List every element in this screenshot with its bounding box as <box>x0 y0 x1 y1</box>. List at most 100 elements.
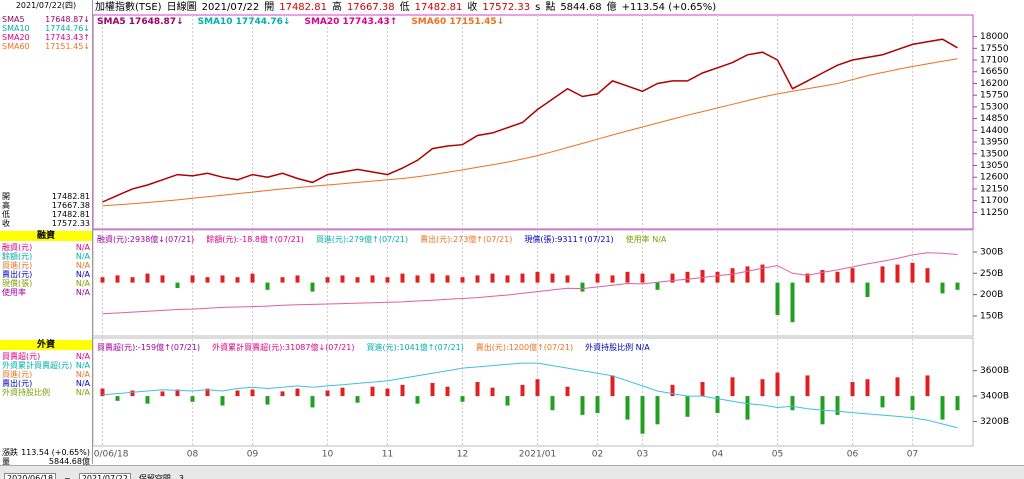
row-value: N/A <box>75 270 90 279</box>
bar <box>700 382 705 397</box>
bar <box>445 386 450 397</box>
header-item: 收 <box>467 2 478 13</box>
header-item: 高 <box>331 2 342 13</box>
bar <box>745 396 750 420</box>
bar <box>475 275 480 283</box>
bar <box>550 396 555 411</box>
y-tick-label: 3600B <box>980 366 1009 376</box>
foreign-row: 買進(元) N/A <box>2 370 90 379</box>
row-name: 現償(張) <box>2 279 33 288</box>
sma-row: SMA60 17151.45↓ <box>2 42 90 51</box>
y-tick-label: 300B <box>980 247 1003 257</box>
sma-row: SMA10 17744.76↓ <box>2 24 90 33</box>
toolbar-item: ~ <box>64 474 71 479</box>
ohlc-row: 收 17572.33 <box>2 219 90 228</box>
y-tick-label: 3400B <box>980 392 1009 402</box>
y-tick-label: 14400 <box>980 126 1009 136</box>
row-value: 17648.87↓ <box>45 15 90 24</box>
volume-row: 量 5844.68億 <box>2 457 90 466</box>
row-name: 外資持股比例 <box>2 388 50 397</box>
bar <box>280 277 285 283</box>
bar <box>130 277 135 283</box>
y-tick-label: 15300 <box>980 102 1009 112</box>
bar <box>355 277 360 283</box>
bar <box>295 275 300 283</box>
bar <box>670 384 675 397</box>
bar <box>760 264 765 283</box>
header-item: 17482.81 <box>414 2 463 13</box>
bar <box>595 396 600 414</box>
bar <box>820 270 825 283</box>
bar <box>340 387 345 397</box>
sma-row: SMA20 17743.43↑ <box>2 33 90 42</box>
row-value: 17151.45↓ <box>45 42 90 51</box>
bar <box>310 396 315 408</box>
bar <box>865 379 870 397</box>
row-name: SMA10 <box>2 24 30 33</box>
toolbar-item: 保留空間 <box>138 474 171 479</box>
bar <box>445 275 450 283</box>
bar <box>685 396 690 417</box>
header-item: 17572.33 <box>482 2 531 13</box>
bar <box>385 277 390 283</box>
bar <box>730 268 735 283</box>
bar <box>580 396 585 415</box>
header-item: 2021/07/22 <box>201 2 260 13</box>
bar <box>535 271 540 283</box>
header-item: 點 <box>545 2 556 13</box>
ohlc-row: 開 17482.81 <box>2 192 90 201</box>
bar <box>625 271 630 283</box>
ohlc-row: 高 17667.38 <box>2 201 90 210</box>
panel-legend-item: 買賣超(元):-159億↑(07/21) <box>97 343 201 352</box>
bar <box>715 271 720 283</box>
bar <box>100 277 105 283</box>
foreign-row: 買賣超(元) N/A <box>2 352 90 361</box>
bar <box>775 282 780 315</box>
bar <box>220 396 225 406</box>
panel-legend-item: 使用率 N/A <box>625 235 667 244</box>
bar <box>415 275 420 283</box>
bar <box>175 282 180 288</box>
header-item: 億 <box>606 2 617 13</box>
bar <box>745 266 750 283</box>
margin-row: 現償(張) N/A <box>2 279 90 288</box>
bar <box>415 396 420 404</box>
bar <box>235 390 240 397</box>
row-name: 餘額(元) <box>2 252 33 261</box>
bar <box>850 382 855 397</box>
row-name: 買進(元) <box>2 261 33 270</box>
bar <box>610 275 615 283</box>
y-tick-label: 18000 <box>980 32 1009 42</box>
toolbar-item[interactable]: 2021/07/22 <box>78 473 131 479</box>
bar <box>130 390 135 397</box>
row-name: 開 <box>2 192 10 201</box>
y-tick-label: 13950 <box>980 138 1009 148</box>
main-frame <box>92 14 974 230</box>
panel-legend-item: 賣出(元):1200億↑(07/21) <box>475 343 574 352</box>
bar <box>370 275 375 283</box>
bar <box>265 282 270 290</box>
toolbar-item[interactable]: 2020/06/18 <box>4 473 57 479</box>
row-value: 5844.68億 <box>48 457 90 466</box>
row-value: N/A <box>75 279 90 288</box>
panel-legend: 融資(元):2938億↓(07/21) 餘額(元):-18.8億↑(07/21) 買… <box>97 235 678 245</box>
bar <box>640 396 645 434</box>
bar <box>205 388 210 397</box>
bar <box>175 389 180 397</box>
bar <box>310 282 315 292</box>
bar <box>685 271 690 283</box>
row-value: N/A <box>75 243 90 252</box>
x-tick-label: 07 <box>907 450 918 460</box>
y-tick-label: 12600 <box>980 173 1009 183</box>
bar <box>505 275 510 283</box>
bar <box>280 391 285 397</box>
bar <box>265 396 270 405</box>
bar <box>505 396 510 406</box>
bar <box>460 396 465 402</box>
bar <box>475 382 480 397</box>
row-name: 漲跌 <box>2 448 18 457</box>
foreign-row: 外資持股比例 N/A <box>2 388 90 397</box>
row-value: 113.54 (+0.65%) <box>21 448 90 457</box>
